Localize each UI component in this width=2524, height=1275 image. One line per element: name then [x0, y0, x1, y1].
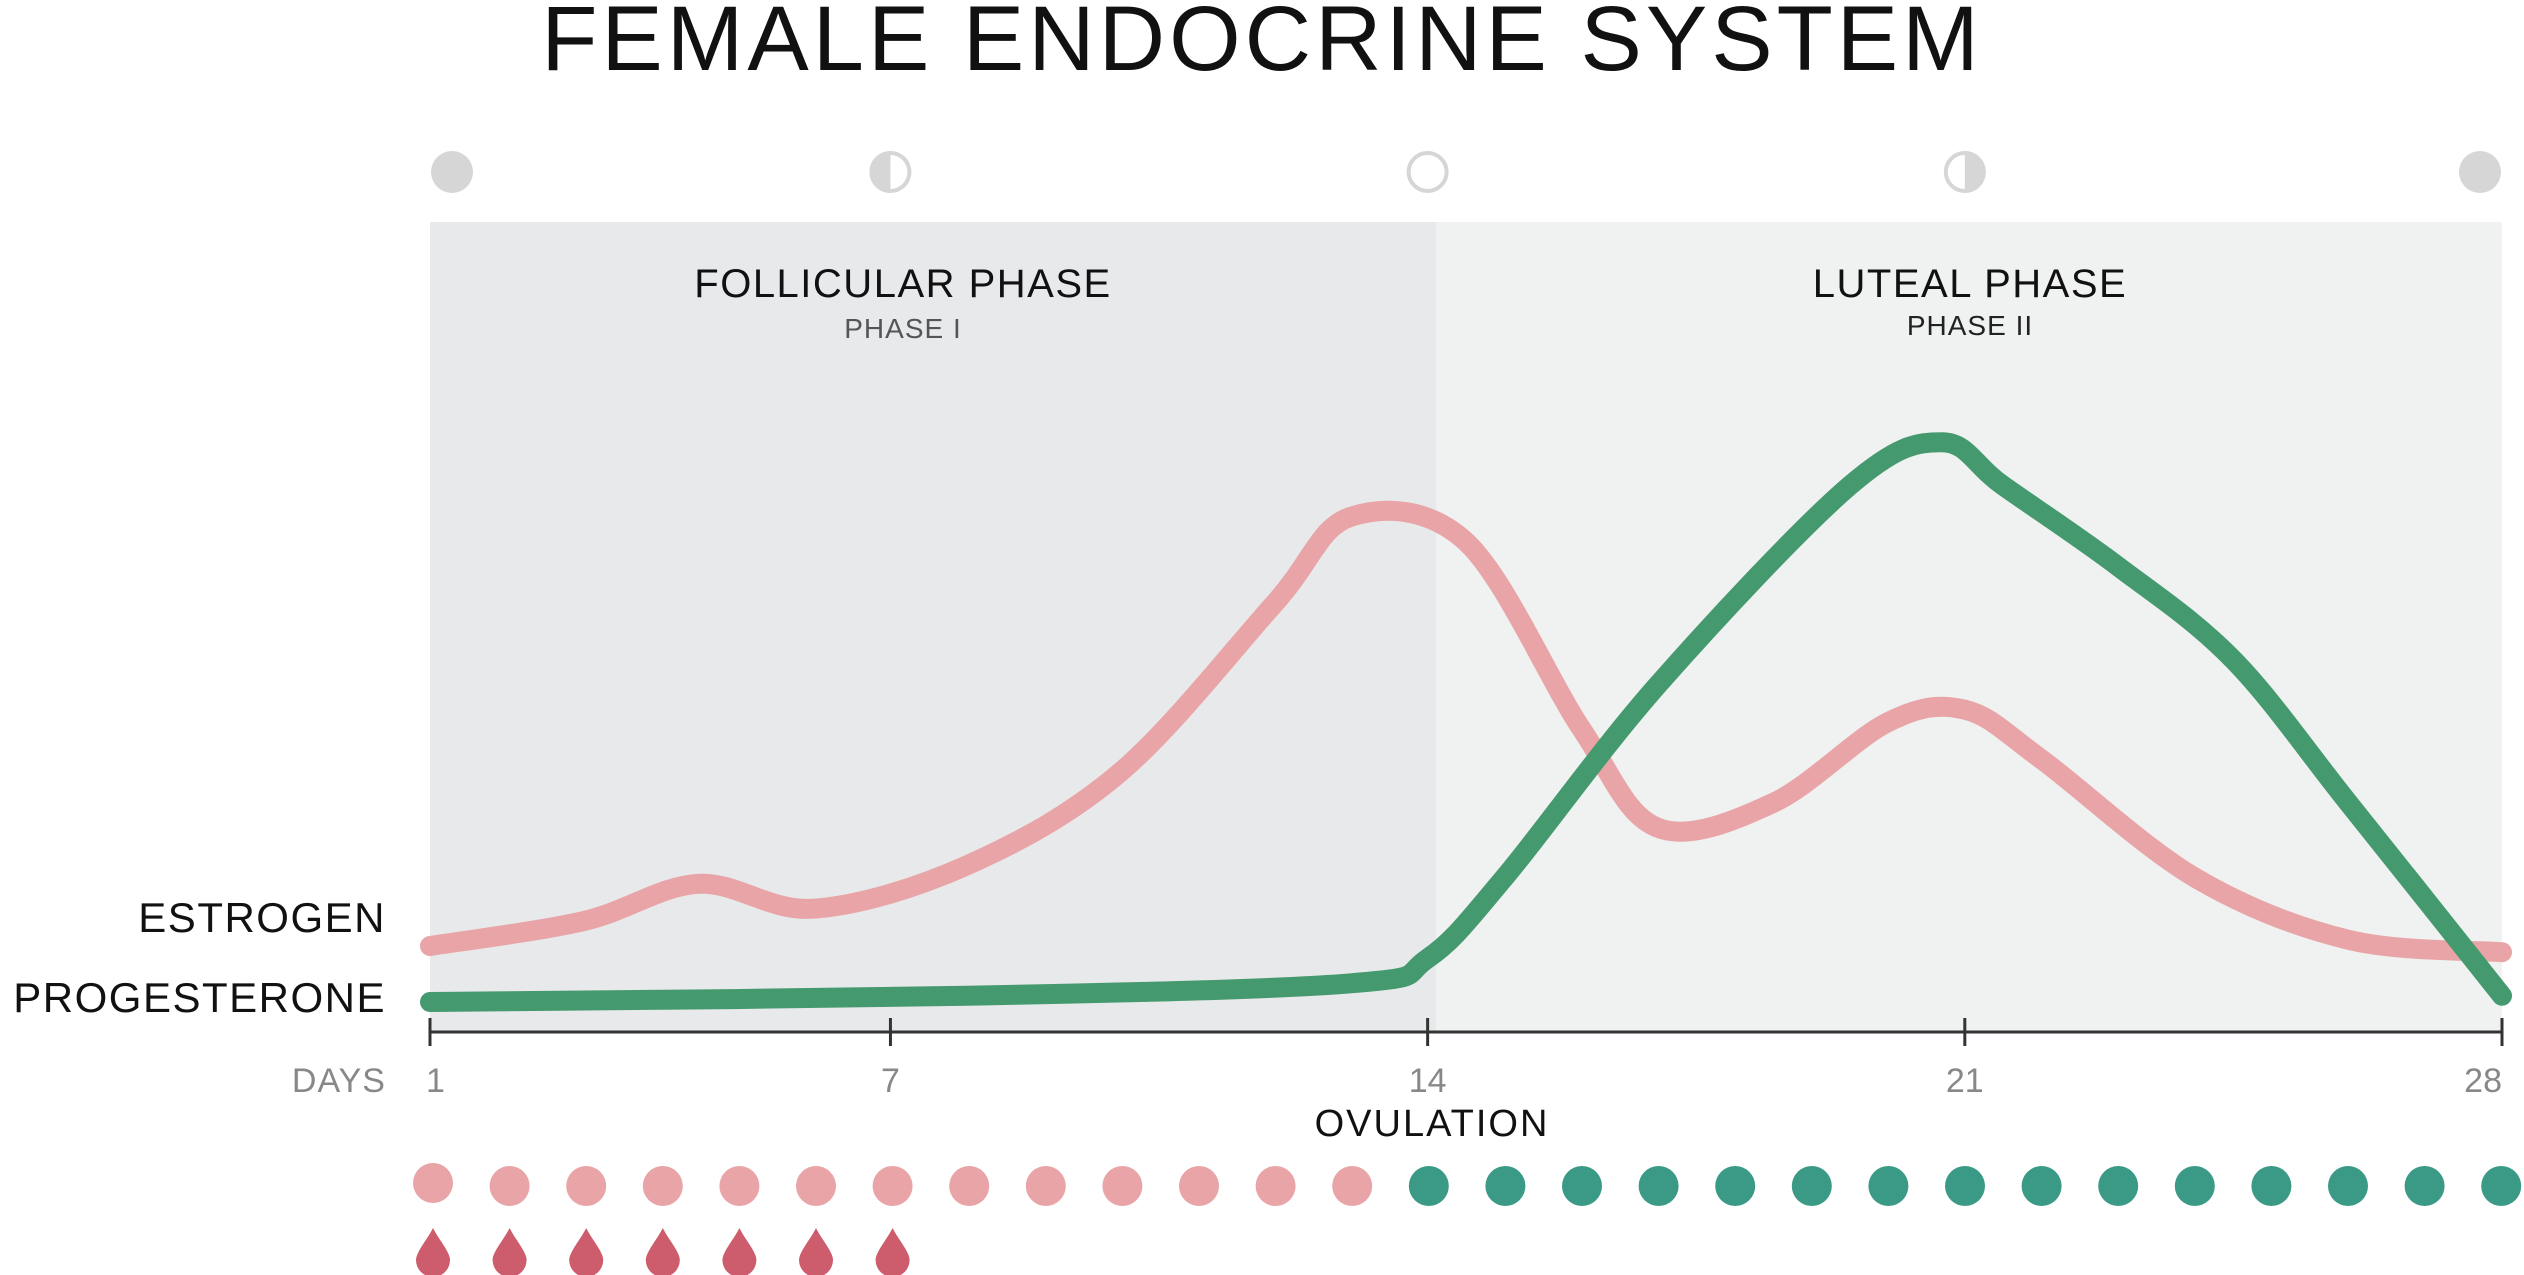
last-quarter-moon-icon — [1943, 151, 1986, 193]
hormone-lines — [420, 432, 2512, 1012]
day-dot — [413, 1163, 453, 1203]
tick-label-day-21: 21 — [1946, 1062, 1984, 1100]
luteal-phase-label: LUTEAL PHASE — [1813, 262, 2127, 306]
day-dot — [2251, 1166, 2292, 1206]
day-dot — [1255, 1166, 1296, 1206]
day-dot — [642, 1166, 683, 1206]
chart-title: FEMALE ENDOCRINE SYSTEM — [541, 0, 1983, 90]
tick-label-day-14: 14 — [1409, 1062, 1447, 1100]
moon-phase-row — [431, 151, 2501, 193]
new-moon-icon — [431, 151, 473, 193]
first-quarter-moon-icon — [869, 151, 912, 193]
day-dot — [719, 1166, 760, 1206]
day-dot — [1945, 1166, 1985, 1206]
day-dot — [2174, 1166, 2215, 1206]
day-dot — [1715, 1166, 1756, 1206]
day-dot — [1638, 1166, 1679, 1206]
day-dot — [2098, 1166, 2139, 1206]
day-dot — [1102, 1166, 1143, 1206]
tick-label-day-28: 28 — [2464, 1062, 2502, 1100]
flow-drops-row — [416, 1228, 910, 1275]
blood-drop-icon — [722, 1228, 757, 1275]
days-axis: 1 7 14 21 28 — [426, 1018, 2504, 1100]
blood-drop-icon — [645, 1228, 680, 1275]
day-dot — [489, 1166, 530, 1206]
progesterone-line — [420, 432, 2512, 1012]
ovulation-label: OVULATION — [1315, 1103, 1550, 1145]
day-dot — [1562, 1166, 1602, 1206]
day-dot — [566, 1166, 607, 1206]
day-dot — [1791, 1166, 1832, 1206]
axis-label-days: DAYS — [292, 1062, 386, 1100]
day-dot — [1868, 1166, 1909, 1206]
day-dot — [1485, 1166, 1526, 1206]
day-dot — [1332, 1166, 1373, 1206]
day-dot — [1025, 1166, 1066, 1206]
day-dots-row — [413, 1163, 2522, 1206]
progesterone-label: PROGESTERONE — [13, 974, 386, 1021]
follicular-phase-band — [430, 222, 1436, 1032]
follicular-phase-label: FOLLICULAR PHASE — [694, 262, 1111, 306]
day-dot — [1408, 1166, 1449, 1206]
day-dot — [796, 1166, 836, 1206]
tick-label-day-7: 7 — [881, 1062, 900, 1100]
new-moon-icon — [2459, 151, 2501, 193]
day-dot — [1179, 1166, 1219, 1206]
follicular-phase-sub: PHASE I — [844, 313, 961, 344]
day-dot — [2021, 1166, 2062, 1206]
luteal-phase-sub: PHASE II — [1907, 310, 2033, 341]
day-dot — [2481, 1166, 2522, 1206]
blood-drop-icon — [416, 1228, 450, 1275]
day-dot — [872, 1166, 913, 1206]
blood-drop-icon — [569, 1228, 604, 1275]
luteal-phase-band — [1436, 222, 2502, 1032]
tick-label-day-1: 1 — [426, 1062, 445, 1100]
blood-drop-icon — [492, 1228, 527, 1275]
day-dot — [2328, 1166, 2368, 1206]
estrogen-label: ESTROGEN — [138, 894, 386, 941]
blood-drop-icon — [799, 1228, 833, 1275]
estrogen-line — [420, 500, 2512, 963]
full-moon-icon — [1406, 151, 1449, 193]
blood-drop-icon — [875, 1228, 910, 1275]
day-dot — [2404, 1166, 2445, 1206]
day-dot — [949, 1166, 990, 1206]
